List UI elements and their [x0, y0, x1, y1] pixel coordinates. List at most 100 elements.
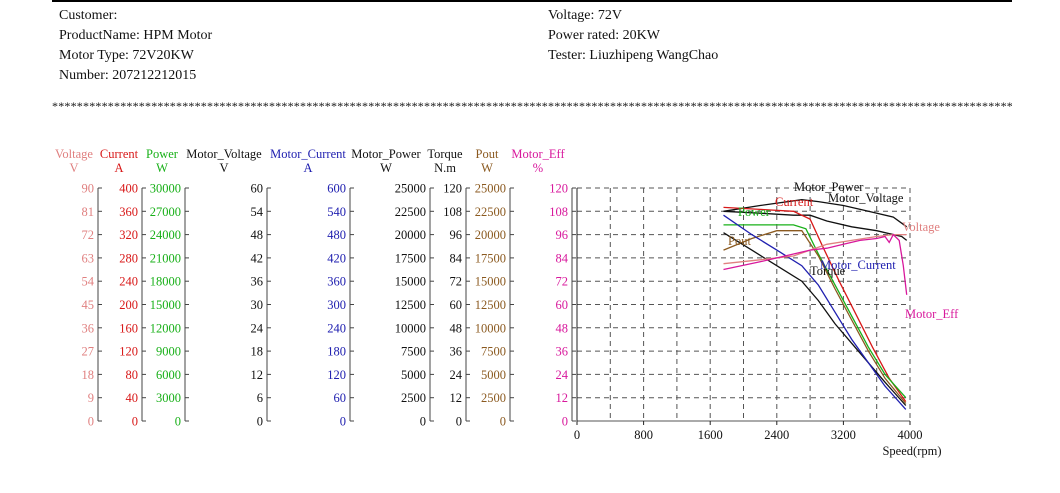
curve-label-voltage: Voltage	[902, 220, 940, 234]
voltage-label: Voltage: 72V	[548, 8, 623, 23]
tick-label-current: 160	[119, 321, 138, 335]
tick-label-torque: 60	[450, 298, 463, 312]
tick-label-pout: 7500	[481, 345, 506, 359]
tick-label-power: 12000	[150, 321, 181, 335]
tick-label-current: 320	[119, 228, 138, 242]
axis-title-pout: Pout	[476, 147, 499, 161]
tick-label-power: 30000	[150, 182, 181, 196]
tick-label-voltage: 45	[82, 298, 95, 312]
series-line-motor-eff	[723, 233, 908, 295]
tick-label-pout: 5000	[481, 368, 506, 382]
series-line-pout	[723, 230, 907, 404]
tick-label-motor-current: 0	[340, 415, 346, 429]
curve-label-motor-power: Motor_Power	[794, 180, 864, 194]
tick-label-torque: 0	[456, 415, 462, 429]
info-left: Customer: ProductName: HPM Motor Motor T…	[59, 6, 212, 86]
tick-label-motor-voltage: 18	[251, 345, 264, 359]
tick-label-power: 21000	[150, 251, 181, 265]
tick-label-pout: 22500	[475, 205, 506, 219]
tick-label-motor-power: 15000	[395, 275, 426, 289]
tick-label-torque: 24	[450, 368, 463, 382]
tick-label-torque: 84	[450, 251, 463, 265]
tick-label-torque: 48	[450, 321, 463, 335]
tick-label-motor-power: 7500	[401, 345, 426, 359]
axis-unit-motor-current: A	[303, 161, 312, 175]
tick-label-power: 6000	[156, 368, 181, 382]
axis-title-power: Power	[146, 147, 179, 161]
tick-label-motor-voltage: 42	[251, 251, 264, 265]
tick-label-motor-power: 20000	[395, 228, 426, 242]
motor-type: Motor Type: 72V20KW	[59, 48, 194, 63]
series-line-motor-power	[723, 199, 908, 228]
x-tick-label: 4000	[898, 428, 923, 442]
axis-unit-motor-eff: %	[533, 161, 543, 175]
tick-label-pout: 0	[500, 415, 506, 429]
curve-label-power: Power	[738, 205, 771, 219]
x-axis-label: Speed(rpm)	[882, 444, 941, 458]
tick-label-motor-current: 120	[327, 368, 346, 382]
tick-label-motor-eff: 24	[556, 368, 569, 382]
tick-label-motor-voltage: 54	[251, 205, 264, 219]
tick-label-torque: 96	[450, 228, 463, 242]
tick-label-current: 280	[119, 251, 138, 265]
curve-label-current: Current	[775, 195, 814, 209]
axis-title-current: Current	[100, 147, 139, 161]
tick-label-current: 240	[119, 275, 138, 289]
series-line-torque	[723, 232, 907, 406]
axis-unit-motor-power: W	[380, 161, 392, 175]
tick-label-motor-voltage: 36	[251, 275, 264, 289]
axis-unit-voltage: V	[69, 161, 78, 175]
tick-label-voltage: 90	[82, 182, 95, 196]
serial-number: Number: 207212212015	[59, 68, 197, 83]
tick-label-current: 0	[132, 415, 138, 429]
axis-title-motor-current: Motor_Current	[270, 147, 346, 161]
tick-label-motor-eff: 96	[556, 228, 569, 242]
tick-label-pout: 10000	[475, 321, 506, 335]
x-tick-label: 3200	[831, 428, 856, 442]
tick-label-motor-current: 60	[334, 391, 347, 405]
tick-label-motor-power: 25000	[395, 182, 426, 196]
separator: ****************************************…	[52, 99, 1012, 113]
series-line-current	[723, 206, 907, 402]
top-rule	[52, 0, 1012, 2]
tick-label-motor-eff: 12	[556, 391, 569, 405]
curve-label-motor-eff: Motor_Eff	[905, 307, 959, 321]
axis-title-motor-eff: Motor_Eff	[511, 147, 565, 161]
axis-unit-motor-voltage: V	[219, 161, 228, 175]
tick-label-motor-voltage: 12	[251, 368, 264, 382]
axis-unit-power: W	[156, 161, 168, 175]
tick-label-voltage: 36	[82, 321, 95, 335]
tick-label-motor-voltage: 48	[251, 228, 264, 242]
tick-label-motor-voltage: 60	[251, 182, 264, 196]
axis-unit-torque: N.m	[434, 161, 456, 175]
x-tick-label: 0	[574, 428, 580, 442]
tick-label-current: 40	[126, 391, 139, 405]
tick-label-torque: 12	[450, 391, 463, 405]
tick-label-voltage: 72	[82, 228, 95, 242]
series-line-motor-current	[723, 214, 907, 410]
tick-label-power: 15000	[150, 298, 181, 312]
tick-label-voltage: 54	[82, 275, 95, 289]
tick-label-motor-power: 17500	[395, 251, 426, 265]
tick-label-motor-voltage: 0	[257, 415, 263, 429]
axis-title-motor-voltage: Motor_Voltage	[186, 147, 262, 161]
tick-label-voltage: 27	[82, 345, 95, 359]
tick-label-power: 9000	[156, 345, 181, 359]
tick-label-motor-eff: 108	[549, 205, 568, 219]
tick-label-voltage: 18	[82, 368, 95, 382]
tick-label-torque: 108	[443, 205, 462, 219]
axis-title-voltage: Voltage	[55, 147, 93, 161]
tick-label-motor-current: 240	[327, 321, 346, 335]
tick-label-power: 27000	[150, 205, 181, 219]
tick-label-torque: 36	[450, 345, 463, 359]
curve-label-motor-voltage: Motor_Voltage	[828, 191, 904, 205]
tick-label-motor-voltage: 24	[251, 321, 264, 335]
series-line-power	[723, 224, 907, 399]
tick-label-motor-current: 600	[327, 182, 346, 196]
tick-label-motor-power: 10000	[395, 321, 426, 335]
tick-label-pout: 12500	[475, 298, 506, 312]
tick-label-motor-current: 480	[327, 228, 346, 242]
tick-label-motor-power: 2500	[401, 391, 426, 405]
tick-label-motor-eff: 0	[562, 415, 568, 429]
